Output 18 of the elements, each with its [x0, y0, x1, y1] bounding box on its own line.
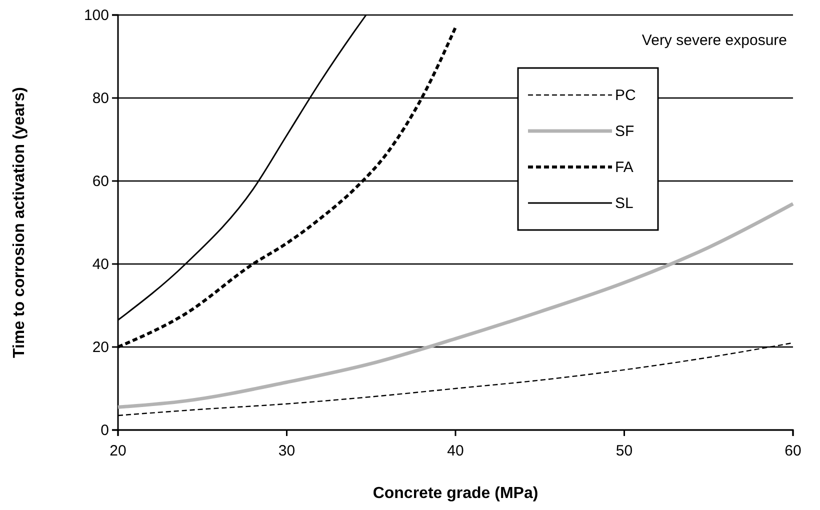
x-tick-label: 30 — [278, 442, 296, 460]
x-tick-label: 50 — [616, 442, 633, 460]
legend-label: PC — [615, 87, 636, 104]
y-tick-label: 20 — [92, 338, 109, 356]
x-axis-title: Concrete grade (MPa) — [372, 485, 538, 502]
legend-label: SL — [615, 195, 634, 212]
y-tick-label: 0 — [100, 422, 109, 439]
legend-label: FA — [615, 159, 634, 176]
legend-label: SF — [615, 123, 634, 140]
y-tick-label: 60 — [92, 172, 109, 190]
y-tick-label: 80 — [92, 90, 109, 107]
y-tick-label: 100 — [84, 6, 109, 24]
x-tick-label: 40 — [447, 442, 464, 460]
y-axis-title: Time to corrosion activation (years) — [11, 87, 28, 358]
x-tick-label: 20 — [110, 442, 126, 460]
x-tick-label: 60 — [784, 442, 802, 460]
y-tick-label: 40 — [92, 256, 109, 273]
annotation: Very severe exposure — [642, 32, 787, 49]
